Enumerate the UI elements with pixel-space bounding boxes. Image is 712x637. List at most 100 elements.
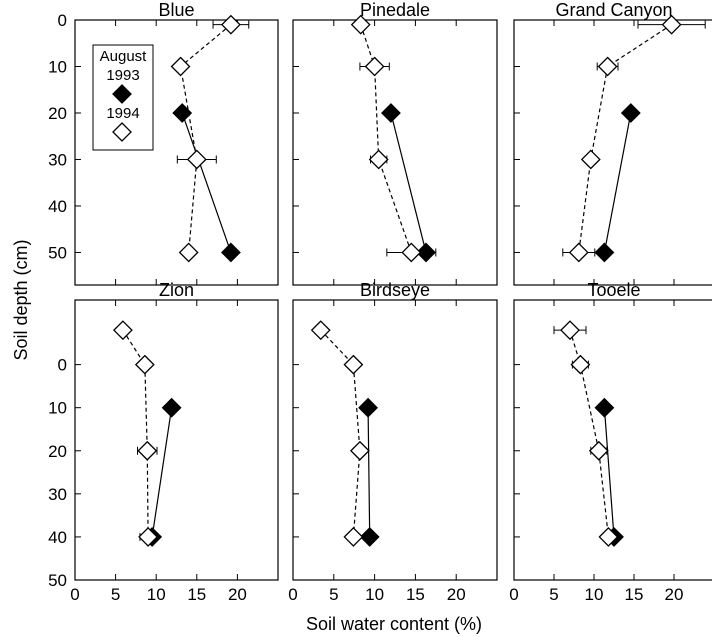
data-point-open [170, 56, 191, 77]
series-line [320, 329, 361, 537]
series-line [122, 329, 149, 537]
panel-frame [513, 299, 712, 581]
data-point-open [401, 242, 422, 263]
data-point-filled [594, 397, 615, 418]
data-point-open [580, 149, 601, 170]
series-line [578, 24, 672, 253]
data-point-open [186, 149, 207, 170]
data-point-open [349, 440, 370, 461]
data-point-open [178, 242, 199, 263]
y-tick-label: 50 [48, 243, 67, 262]
panel-frame [74, 299, 279, 581]
series-line [603, 112, 632, 253]
x-tick-label: 15 [187, 585, 206, 604]
series-1994 [310, 320, 370, 547]
data-point-filled [172, 103, 193, 123]
data-point-open [568, 242, 589, 263]
panel-title: Pinedale [360, 0, 430, 20]
legend-label-1993: 1993 [106, 67, 139, 84]
x-tick-label: 5 [549, 585, 558, 604]
series-line [390, 112, 427, 253]
data-point-open [343, 354, 364, 375]
x-tick-label: 10 [365, 585, 384, 604]
series-1994 [112, 320, 158, 547]
series-1993 [358, 397, 380, 547]
data-point-filled [594, 242, 615, 263]
legend-marker-1994 [112, 122, 132, 142]
x-tick-label: 0 [509, 585, 518, 604]
data-point-filled [161, 397, 182, 418]
data-point-open [138, 527, 158, 547]
data-point-open [588, 440, 609, 461]
panel-grand-canyon: Grand Canyon [513, 0, 712, 286]
series-line [569, 329, 609, 537]
panel-frame [513, 19, 712, 286]
data-point-filled [381, 103, 401, 123]
panel-title: Blue [158, 0, 194, 20]
data-point-open [343, 527, 364, 547]
panel-pinedale: Pinedale [292, 0, 498, 286]
x-tick-label: 0 [288, 585, 297, 604]
y-tick-label: 40 [48, 528, 67, 547]
x-tick-label: 5 [111, 585, 120, 604]
legend: August 1993 1994 [92, 44, 154, 151]
series-1993 [172, 103, 241, 263]
panel-frame [292, 19, 498, 286]
series-1994 [562, 14, 706, 263]
y-axis-title: Soil depth (cm) [11, 239, 31, 360]
x-tick-label: 20 [447, 585, 466, 604]
y-tick-label: 0 [58, 356, 67, 375]
y-tick-label: 50 [48, 571, 67, 590]
x-tick-label: 5 [329, 585, 338, 604]
data-point-open [112, 320, 133, 341]
y-tick-label: 20 [48, 104, 67, 123]
series-line [151, 407, 173, 538]
y-tick-label: 40 [48, 197, 67, 216]
data-point-open [598, 527, 619, 547]
panel-title: Tooele [587, 280, 640, 300]
series-line [360, 24, 412, 253]
series-line [603, 407, 615, 537]
x-tick-label: 15 [406, 585, 425, 604]
series-1993 [142, 397, 182, 547]
y-tick-label: 10 [48, 57, 67, 76]
data-point-open [350, 14, 371, 35]
series-line [179, 24, 232, 253]
x-tick-label: 0 [70, 585, 79, 604]
x-tick-label: 10 [147, 585, 166, 604]
panel-blue: Blue 0 10 20 30 40 50 August 1993 1994 [48, 0, 279, 286]
data-point-open [570, 354, 591, 375]
y-tick-label: 30 [48, 150, 67, 169]
panel-title: Grand Canyon [555, 0, 672, 20]
data-point-open [137, 440, 158, 461]
data-point-open [134, 354, 155, 375]
series-1993 [594, 397, 624, 547]
panel-frame [292, 299, 498, 581]
data-point-filled [359, 527, 380, 547]
x-tick-label: 15 [625, 585, 644, 604]
panel-birdseye: Birdseye 0 5 10 15 20 [288, 280, 498, 604]
series-1994 [350, 14, 437, 263]
x-tick-label: 20 [228, 585, 247, 604]
data-point-open [597, 56, 618, 77]
data-point-open [661, 14, 682, 35]
x-tick-label: 20 [665, 585, 684, 604]
x-tick-label: 10 [585, 585, 604, 604]
panel-title: Birdseye [360, 280, 430, 300]
series-line [181, 112, 232, 253]
series-1993 [381, 103, 436, 263]
series-1993 [594, 103, 641, 263]
data-point-open [310, 320, 331, 341]
data-point-filled [220, 242, 241, 263]
legend-title: August [100, 48, 148, 65]
data-point-filled [358, 397, 378, 418]
data-point-open [560, 320, 580, 341]
x-axis-title: Soil water content (%) [306, 614, 482, 634]
y-tick-label: 10 [48, 399, 67, 418]
series-1994 [553, 320, 619, 547]
data-point-open [220, 14, 241, 35]
data-point-filled [620, 103, 641, 123]
panel-title: Zion [159, 280, 194, 300]
